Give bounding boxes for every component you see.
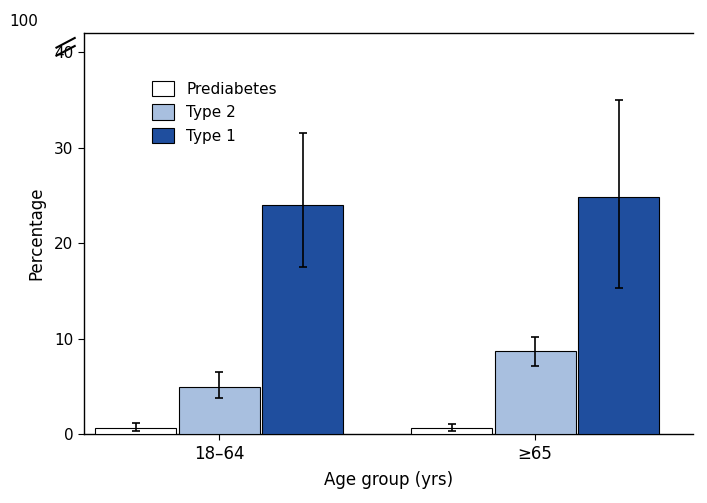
Text: 100: 100 — [9, 14, 38, 29]
Bar — [95, 428, 176, 435]
Legend: Prediabetes, Type 2, Type 1: Prediabetes, Type 2, Type 1 — [153, 80, 276, 144]
Bar — [578, 197, 659, 435]
Y-axis label: Percentage: Percentage — [28, 187, 46, 280]
Bar — [411, 428, 492, 435]
X-axis label: Age group (yrs): Age group (yrs) — [324, 471, 453, 489]
Bar — [494, 351, 575, 435]
Bar — [179, 386, 260, 435]
Bar — [262, 205, 344, 435]
